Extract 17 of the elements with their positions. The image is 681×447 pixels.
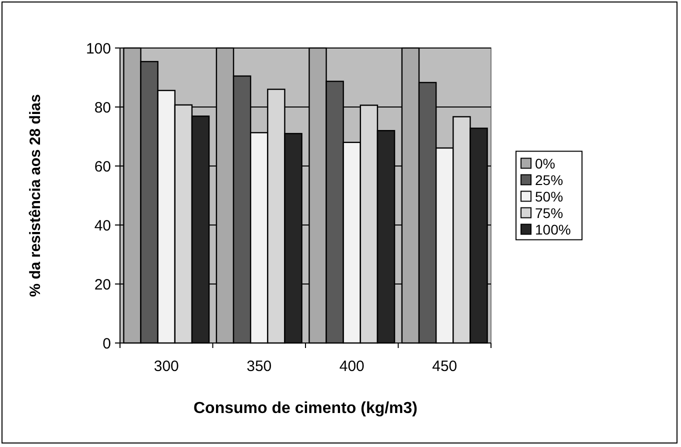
- y-tick-label: 20: [94, 276, 111, 294]
- x-tick-label: 400: [339, 358, 364, 375]
- y-tick-label: 80: [94, 99, 111, 116]
- legend-label: 75%: [535, 204, 564, 221]
- x-tick-label: 450: [432, 358, 458, 375]
- y-tick-label: 60: [94, 158, 111, 176]
- y-axis-title: % da resistência aos 28 dias: [27, 94, 44, 297]
- legend-label: 100%: [535, 221, 571, 238]
- legend-label: 0%: [535, 155, 556, 172]
- y-tick-label: 40: [94, 217, 111, 234]
- y-tick-label: 0: [102, 335, 111, 352]
- legend-label: 25%: [535, 172, 564, 188]
- legend-label: 50%: [535, 188, 564, 204]
- y-tick-label: 100: [86, 40, 111, 58]
- x-tick-label: 300: [154, 358, 179, 375]
- x-tick-label: 350: [246, 358, 272, 375]
- x-axis-title: Consumo de cimento (kg/m3): [193, 400, 418, 417]
